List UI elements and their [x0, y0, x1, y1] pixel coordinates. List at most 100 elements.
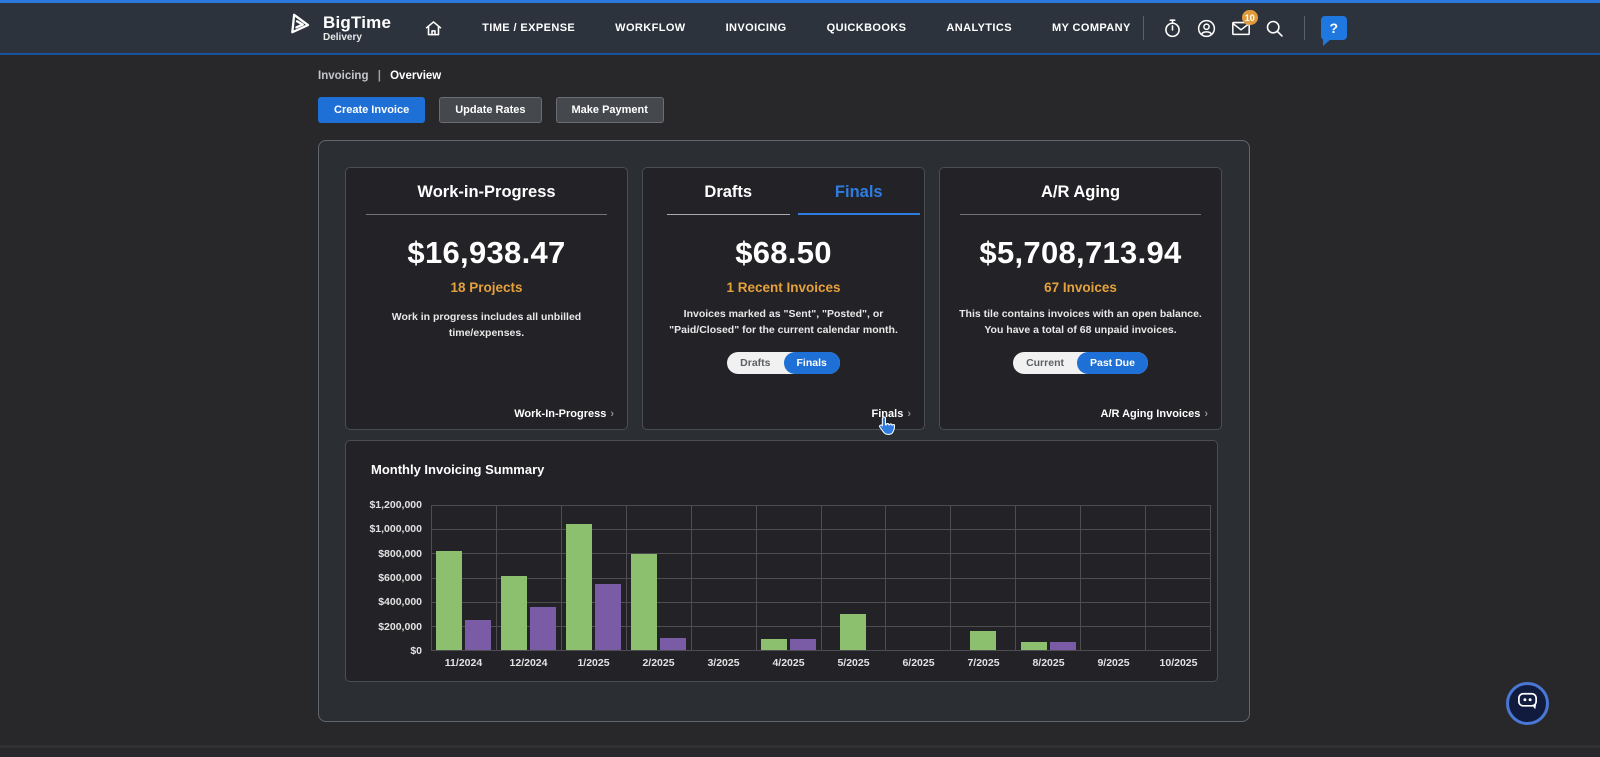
toggle-finals[interactable]: Finals: [783, 351, 840, 374]
finals-link[interactable]: Finals ›: [872, 408, 911, 420]
recent-invoices-count: 1 Recent Invoices: [726, 280, 841, 295]
chart-plot: [431, 505, 1212, 651]
chart-column: [627, 505, 692, 650]
chevron-right-icon: ›: [907, 408, 911, 420]
footer-link-label: Work-In-Progress: [514, 408, 607, 420]
tab-drafts[interactable]: Drafts: [667, 168, 790, 215]
make-payment-button[interactable]: Make Payment: [555, 97, 664, 123]
card-title: A/R Aging: [1040, 183, 1121, 201]
x-axis-labels: 11/2024 12/2024 1/2025 2/2025 3/2025 4/2025 5/…: [431, 657, 1211, 669]
invoices-card: Drafts Finals $68.50 1 Recent Invoices I…: [642, 167, 925, 430]
x-axis-tick-label: 2/2025: [642, 657, 675, 669]
x-axis-tick-label: 3/2025: [707, 657, 740, 669]
wip-project-count: 18 Projects: [450, 280, 523, 295]
nav-item-time-expense[interactable]: TIME / EXPENSE: [482, 22, 576, 34]
help-bubble-tail: [1322, 39, 1331, 46]
ar-aging-description: This tile contains invoices with an open…: [959, 308, 1202, 336]
green-series-bar: [840, 613, 867, 650]
breadcrumb-page: Overview: [390, 70, 442, 82]
chart-column: [431, 505, 497, 650]
chart-title: Monthly Invoicing Summary: [371, 462, 545, 477]
nav-item-workflow[interactable]: WORKFLOW: [615, 22, 686, 34]
chat-bubble-icon: [1517, 692, 1538, 716]
y-axis-labels: $1,200,000 $1,000,000 $800,000 $600,000 $400…: [346, 499, 426, 657]
tab-finals[interactable]: Finals: [797, 168, 920, 215]
toggle-drafts[interactable]: Drafts: [740, 356, 771, 369]
toggle-past-due[interactable]: Past Due: [1076, 351, 1148, 374]
timer-icon[interactable]: [1162, 17, 1184, 39]
footer-link-label: Finals: [871, 408, 904, 420]
chart-column: [692, 505, 757, 650]
purple-series-bar: [1049, 641, 1076, 650]
green-series-bar: [566, 524, 593, 650]
page-bottom-edge: [0, 745, 1600, 748]
help-button[interactable]: ?: [1320, 16, 1347, 46]
purple-series-bar: [595, 583, 622, 650]
wip-amount: $16,938.47: [407, 235, 566, 270]
nav-utilities: 10 ?: [1131, 10, 1347, 46]
green-series-bar: [1020, 641, 1047, 650]
drafts-finals-toggle: Drafts Finals: [727, 351, 840, 374]
y-axis-tick-label: $1,200,000: [369, 499, 422, 511]
ar-aging-card: A/R Aging $5,708,713.94 67 Invoices This…: [939, 167, 1222, 430]
chat-widget-button[interactable]: [1506, 682, 1549, 725]
mail-icon[interactable]: 10: [1230, 10, 1258, 39]
action-buttons: Create Invoice Update Rates Make Payment: [318, 97, 664, 123]
nav-item-quickbooks[interactable]: QUICKBOOKS: [826, 22, 907, 34]
work-in-progress-link[interactable]: Work-In-Progress ›: [514, 408, 614, 420]
ar-aging-amount: $5,708,713.94: [979, 235, 1182, 270]
y-axis-tick-label: $1,000,000: [369, 523, 422, 536]
ar-invoices-count: 67 Invoices: [1044, 280, 1117, 295]
chart-column: [822, 505, 887, 650]
nav-divider: [1303, 16, 1305, 40]
invoices-tabs: Drafts Finals: [643, 168, 924, 215]
x-axis-tick-label: 4/2025: [772, 657, 805, 669]
ar-aging-invoices-link[interactable]: A/R Aging Invoices ›: [1101, 408, 1209, 420]
nav-item-invoicing[interactable]: INVOICING: [725, 22, 787, 34]
gridline: [431, 650, 1211, 651]
breadcrumb-section[interactable]: Invoicing: [318, 70, 369, 82]
brand-logo[interactable]: BigTime Delivery: [286, 12, 391, 45]
x-axis-tick-label: 12/2024: [509, 657, 548, 669]
home-icon[interactable]: [423, 18, 444, 39]
y-axis-tick-label: $0: [410, 645, 422, 657]
create-invoice-button[interactable]: Create Invoice: [318, 97, 426, 123]
x-axis-tick-label: 1/2025: [577, 657, 610, 669]
card-divider: [366, 214, 607, 215]
nav-item-analytics[interactable]: ANALYTICS: [946, 22, 1012, 34]
nav-item-my-company[interactable]: MY COMPANY: [1051, 22, 1131, 34]
y-axis-tick-label: $800,000: [378, 547, 422, 560]
x-axis-tick-label: 11/2024: [444, 657, 483, 669]
search-icon[interactable]: [1264, 17, 1286, 39]
monthly-invoicing-summary-card: Monthly Invoicing Summary $1,200,000 $1,0…: [345, 440, 1218, 682]
x-axis-tick-label: 10/2025: [1159, 657, 1198, 669]
chevron-right-icon: ›: [1204, 408, 1208, 420]
green-series-bar: [436, 550, 463, 650]
breadcrumb: Invoicing | Overview: [318, 70, 441, 82]
chart-column: [886, 505, 952, 650]
chart-column: [757, 505, 822, 650]
purple-series-bar: [660, 637, 687, 650]
card-divider: [960, 214, 1201, 215]
update-rates-button[interactable]: Update Rates: [439, 97, 542, 123]
chart-column: [1081, 505, 1147, 650]
wip-description: Work in progress includes all unbilled t…: [391, 311, 582, 339]
purple-series-bar: [530, 606, 557, 650]
brand-name: BigTime: [323, 12, 392, 32]
y-axis-tick-label: $200,000: [378, 620, 422, 633]
chart-column: [1016, 505, 1082, 650]
brand-subname: Delivery: [323, 31, 362, 43]
x-axis-tick-label: 6/2025: [902, 657, 935, 669]
chart-column: [562, 505, 627, 650]
breadcrumb-separator: |: [377, 70, 381, 82]
toggle-current[interactable]: Current: [1026, 356, 1064, 369]
help-label: ?: [1329, 20, 1339, 36]
green-series-bar: [631, 553, 658, 650]
card-title: Work-in-Progress: [417, 183, 556, 201]
green-series-bar: [501, 576, 528, 650]
footer-link-label: A/R Aging Invoices: [1100, 408, 1201, 420]
mail-badge: 10: [1241, 10, 1258, 25]
account-icon[interactable]: [1196, 17, 1218, 39]
purple-series-bar: [465, 620, 492, 650]
bigtime-logo-icon: [286, 12, 314, 45]
